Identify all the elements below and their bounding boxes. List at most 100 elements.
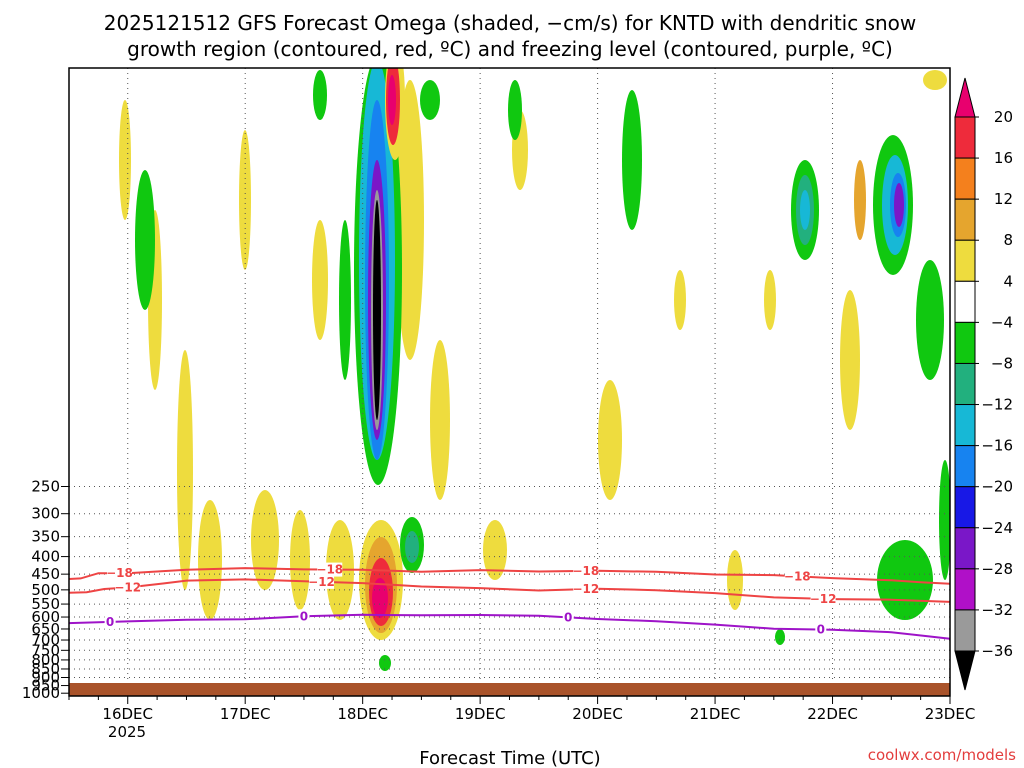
omega-cell-sinking (313, 70, 327, 120)
omega-cell-sinking (135, 170, 155, 310)
colorbar-label: −16 (981, 437, 1013, 455)
contour-label: −12 (572, 582, 599, 596)
plot-border (68, 67, 951, 697)
colorbar-swatch (954, 568, 976, 611)
omega-cell-rising-weak (764, 270, 776, 330)
y-tick-label: 400 (31, 548, 60, 566)
contour-label-bg (573, 563, 599, 578)
y-tick-label: 900 (31, 668, 60, 686)
x-axis: 16DEC 17DEC 18DEC 19DEC 20DEC 21DEC 22DEC 23DEC (68, 696, 976, 723)
x-tick-label: 17DEC (220, 705, 271, 723)
contour-label: 0 (106, 615, 114, 629)
colorbar-label: 8 (1003, 231, 1013, 249)
colorbar-label: 12 (994, 190, 1013, 208)
y-axis: 250 300 350 4004505005506006507007508008509… (22, 478, 69, 702)
contour-label-bg (815, 622, 827, 637)
omega-cell-sinking (800, 190, 810, 230)
omega-cell-rising-weak (198, 500, 222, 620)
colorbar-swatch (954, 486, 976, 529)
omega-cell-sinking (379, 655, 391, 671)
contour-label-bg (784, 569, 810, 584)
x-tick-label: 18DEC (337, 705, 388, 723)
x-axis-title: Forecast Time (UTC) (419, 748, 600, 768)
credit-text: coolwx.com/models (868, 746, 1016, 764)
y-tick-label: 950 (31, 677, 60, 695)
omega-cell-rising-weak (119, 100, 131, 220)
y-tick-label: 850 (31, 660, 60, 678)
ground-terrain (69, 683, 950, 696)
colorbar-swatch (954, 198, 976, 241)
y-tick-label: 550 (31, 595, 60, 613)
contour-label: 0 (817, 622, 825, 636)
omega-column-lift (373, 200, 381, 420)
colorbar-label: −32 (981, 601, 1013, 619)
contour-label-bg (298, 609, 310, 624)
omega-shading (119, 68, 950, 671)
omega-cell-sinking (339, 220, 351, 380)
omega-cell-rising-moderate (854, 160, 866, 240)
omega-cell-rising-weak (430, 340, 450, 500)
colorbar-swatch (954, 321, 976, 364)
chart-title-line-1: 2025121512 GFS Forecast Omega (shaded, −… (104, 11, 917, 35)
x-tick-label: 22DEC (807, 705, 858, 723)
colorbar-bottom-arrow (954, 650, 976, 691)
colorbar-swatch (954, 239, 976, 282)
contour-label: −12 (810, 592, 837, 606)
colorbar-label: −36 (981, 642, 1013, 660)
colorbar-label: −8 (991, 354, 1013, 372)
x-year-label: 2025 (108, 723, 146, 741)
omega-cell-rising-weak (483, 520, 507, 580)
contour-label-bg (107, 566, 133, 581)
x-tick-label: 23DEC (925, 705, 976, 723)
contour-label: 0 (564, 610, 572, 624)
contour-line-0 (69, 613, 950, 640)
omega-cell-rising-strong (372, 578, 388, 618)
contour-label: −18 (106, 566, 133, 580)
contour-label: −18 (316, 563, 343, 577)
colorbar-label: −28 (981, 560, 1013, 578)
contour-label-bg (104, 614, 116, 629)
omega-cell-rising-weak (923, 70, 947, 90)
omega-cell-rising-weak (598, 380, 622, 500)
omega-cell-sinking (916, 260, 944, 380)
omega-cell-rising-weak (312, 220, 328, 340)
y-tick-label: 250 (31, 478, 60, 496)
omega-cell-sinking (420, 80, 440, 120)
omega-cell-rising-weak (290, 510, 310, 610)
omega-cell-sinking (405, 531, 419, 563)
colorbar-label: 16 (994, 149, 1013, 167)
omega-cell-sinking (622, 90, 642, 230)
x-tick-label: 19DEC (455, 705, 506, 723)
colorbar-label: −20 (981, 478, 1013, 496)
y-tick-label: 600 (31, 608, 60, 626)
y-tick-label: 650 (31, 620, 60, 638)
contour-label: 0 (300, 609, 308, 623)
y-tick-label: 1000 (22, 684, 60, 702)
contour-label-bg (309, 574, 335, 589)
omega-cell-sinking (894, 183, 904, 227)
omega-cell-rising-weak (727, 550, 743, 610)
contour-label-bg (562, 610, 574, 625)
colorbar-label: −12 (981, 396, 1013, 414)
omega-cell-sinking (775, 629, 785, 645)
y-tick-label: 700 (31, 631, 60, 649)
colorbar-swatch (954, 609, 976, 652)
y-tick-label: 750 (31, 641, 60, 659)
chart-title-line-2: growth region (contoured, red, ºC) and f… (127, 37, 893, 61)
omega-cell-sinking (939, 460, 950, 580)
colorbar-swatch (954, 527, 976, 570)
contour-label: −18 (784, 569, 811, 583)
contour-label-bg (115, 580, 141, 595)
omega-cell-rising-weak (177, 350, 193, 590)
contour-label: −12 (114, 580, 141, 594)
colorbar-label: −4 (991, 313, 1013, 331)
x-tick-label: 16DEC (102, 705, 153, 723)
omega-cell-rising-strong (388, 75, 396, 125)
colorbar-swatch (954, 157, 976, 200)
omega-cell-rising-weak (674, 270, 686, 330)
omega-cell-sinking (508, 80, 522, 140)
omega-cell-rising-weak (840, 290, 860, 430)
contour-lines: −18 −18 −18 −18−12 −12−12−120 0 00 (69, 562, 950, 640)
colorbar-label: 4 (1003, 272, 1013, 290)
